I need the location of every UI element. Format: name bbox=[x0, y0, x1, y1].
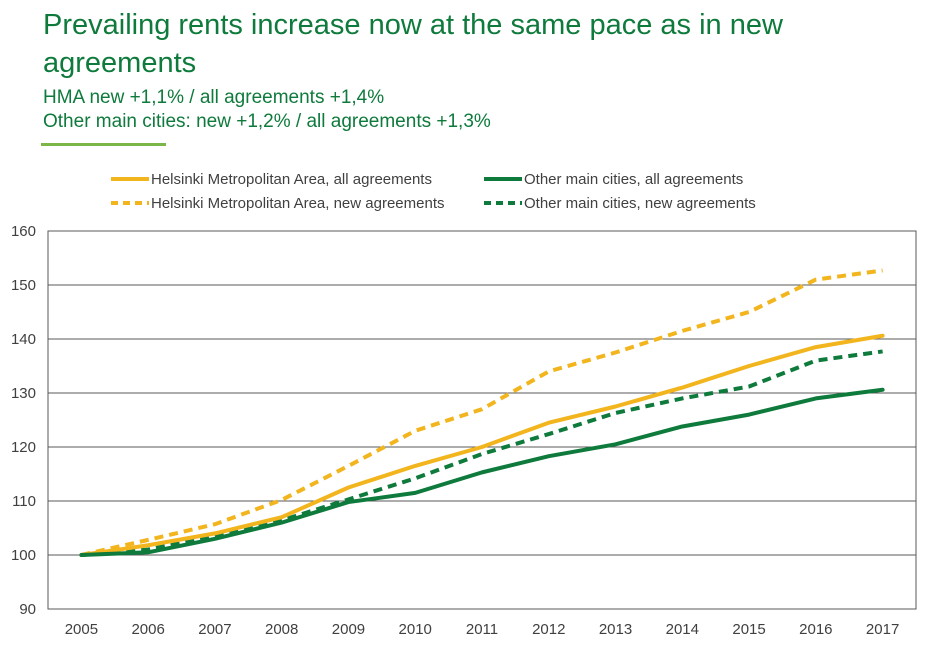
x-tick-label: 2014 bbox=[666, 621, 699, 638]
x-tick-label: 2009 bbox=[332, 621, 365, 638]
legend-label: Other main cities, all agreements bbox=[524, 171, 743, 188]
series-line-0 bbox=[79, 333, 885, 557]
x-tick-label: 2007 bbox=[198, 621, 231, 638]
legend-label: Helsinki Metropolitan Area, new agreemen… bbox=[151, 195, 444, 212]
y-tick-label: 110 bbox=[12, 493, 36, 510]
y-tick-label: 130 bbox=[11, 385, 36, 402]
subtitle-hma: HMA new +1,1% / all agreements +1,4% bbox=[43, 87, 385, 108]
accent-rule bbox=[41, 143, 166, 146]
x-tick-label: 2012 bbox=[532, 621, 565, 638]
y-axis-ticks: 90 100 110 120 130 140 150 160 bbox=[11, 223, 36, 618]
y-tick-label: 100 bbox=[11, 547, 36, 564]
plot-area-frame bbox=[47, 230, 917, 610]
x-tick-label: 2017 bbox=[866, 621, 899, 638]
x-tick-label: 2010 bbox=[399, 621, 432, 638]
series-line-2 bbox=[80, 268, 883, 557]
x-tick-label: 2013 bbox=[599, 621, 632, 638]
y-tick-label: 90 bbox=[19, 601, 36, 618]
legend-label: Helsinki Metropolitan Area, all agreemen… bbox=[151, 171, 432, 188]
legend-label: Other main cities, new agreements bbox=[524, 195, 756, 212]
x-tick-label: 2005 bbox=[65, 621, 98, 638]
legend: Helsinki Metropolitan Area, all agreemen… bbox=[111, 171, 756, 212]
y-tick-label: 140 bbox=[11, 331, 36, 348]
series-line-3 bbox=[81, 349, 883, 557]
series-line-1 bbox=[79, 387, 885, 557]
x-tick-label: 2011 bbox=[466, 621, 498, 638]
page-title: Prevailing rents increase now at the sam… bbox=[43, 9, 783, 79]
x-tick-label: 2015 bbox=[732, 621, 765, 638]
series-lines bbox=[79, 268, 885, 557]
y-tick-label: 150 bbox=[11, 277, 36, 294]
y-tick-label: 120 bbox=[11, 439, 36, 456]
x-axis-ticks: 2005 2006 2007 2008 2009 2010 2011 2012 2013 2014… bbox=[65, 621, 900, 638]
subtitle-other-cities: Other main cities: new +1,2% / all agree… bbox=[43, 111, 491, 132]
x-tick-label: 2008 bbox=[265, 621, 298, 638]
x-tick-label: 2016 bbox=[799, 621, 832, 638]
y-tick-label: 160 bbox=[11, 223, 36, 240]
x-tick-label: 2006 bbox=[131, 621, 164, 638]
gridlines bbox=[48, 284, 916, 556]
